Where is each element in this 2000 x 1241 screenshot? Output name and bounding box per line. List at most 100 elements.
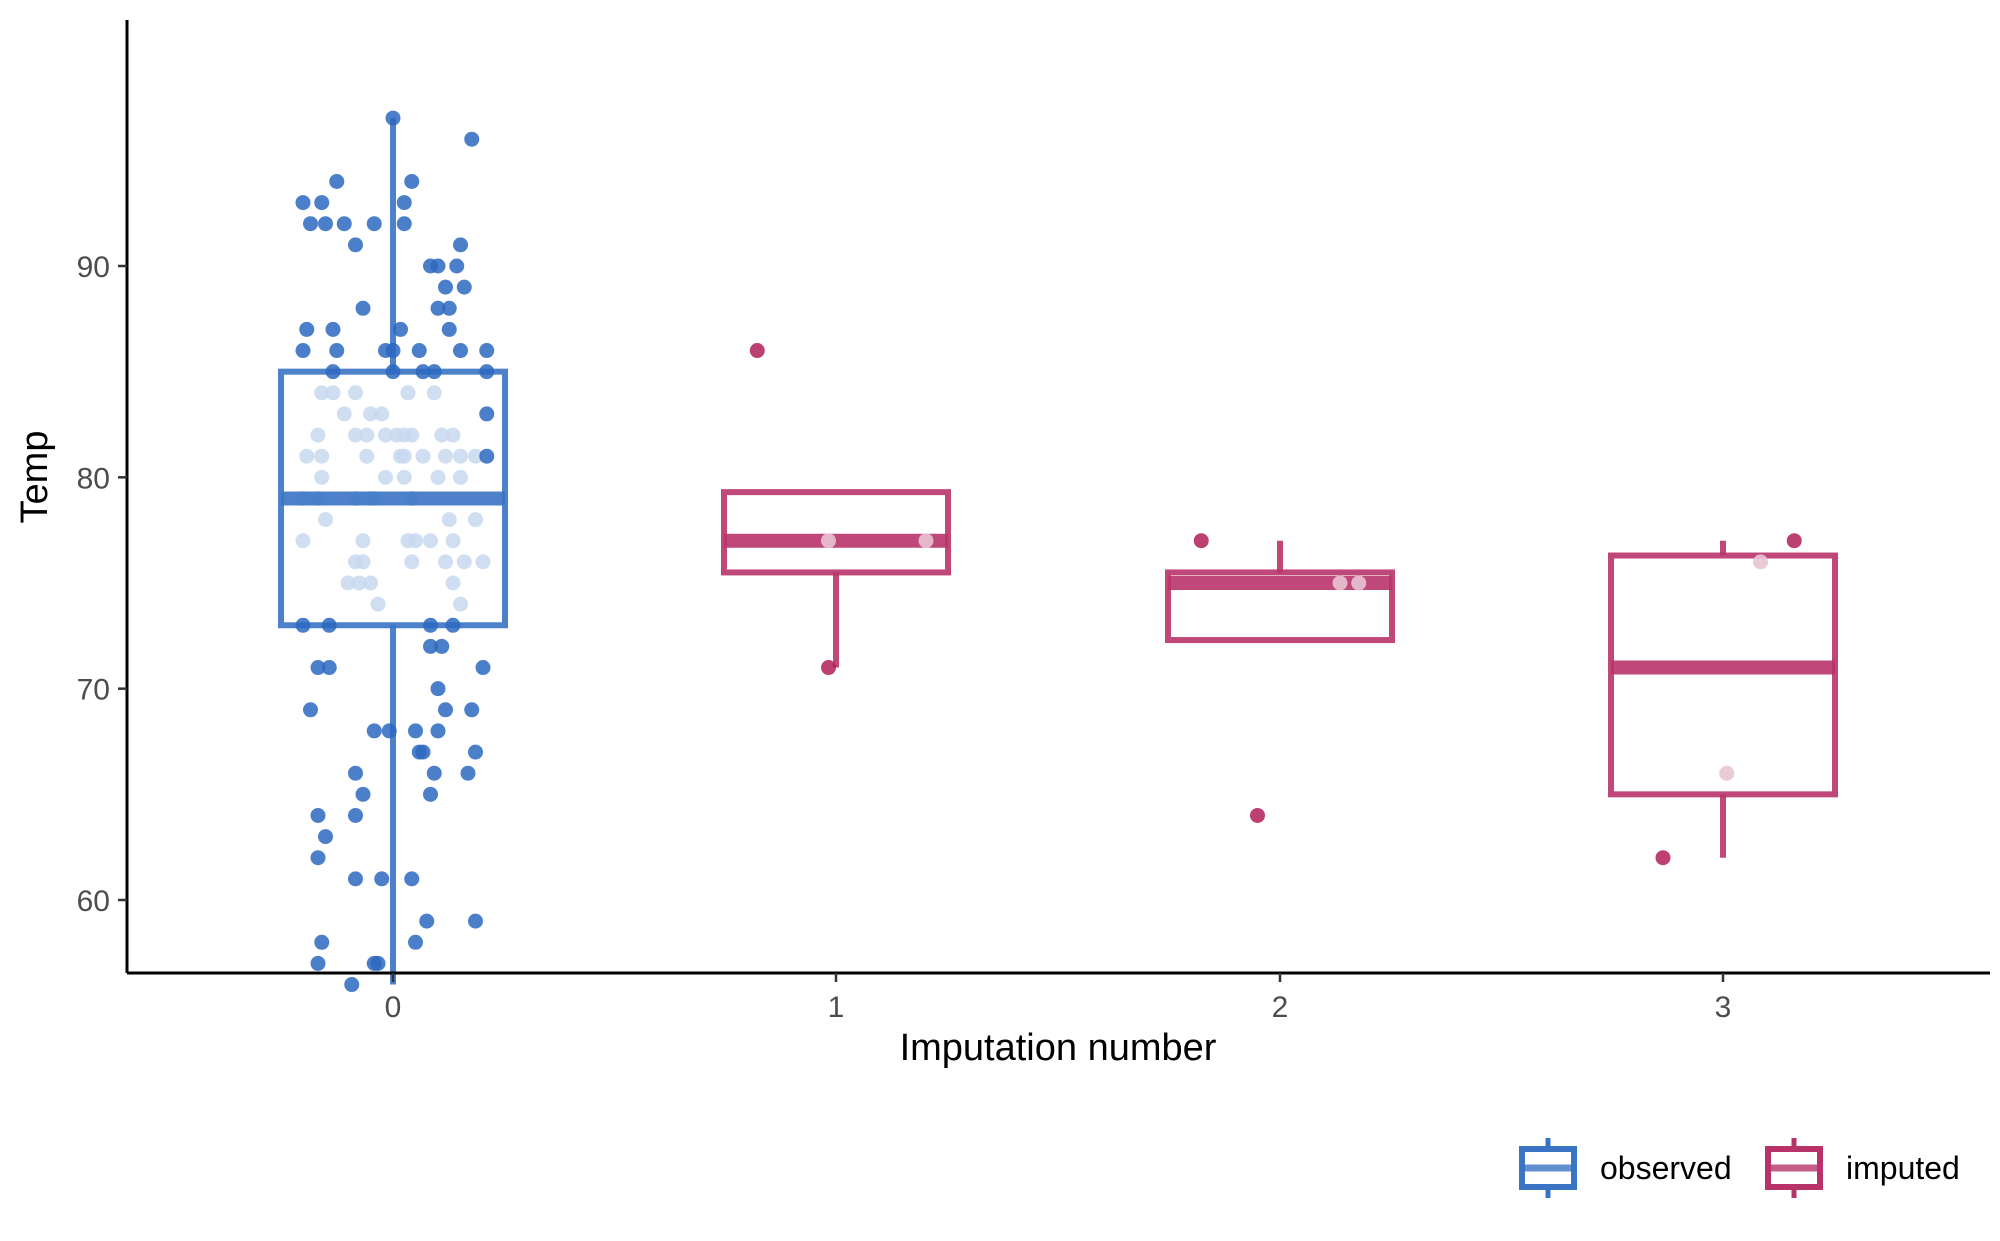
data-point — [381, 723, 397, 739]
data-point-faint — [351, 575, 367, 591]
data-point-faint — [396, 448, 412, 464]
data-point-faint — [318, 512, 333, 528]
data-point-faint — [340, 575, 356, 591]
data-point — [314, 195, 330, 211]
data-point — [449, 258, 465, 274]
data-point — [479, 448, 495, 464]
data-point-faint — [359, 448, 375, 464]
data-point-faint — [310, 427, 326, 443]
data-point-faint — [378, 427, 393, 443]
box-iqr — [721, 489, 951, 576]
data-point — [303, 216, 318, 232]
data-point — [404, 173, 420, 189]
x-tick-label: 1 — [828, 991, 845, 1024]
data-point — [453, 237, 468, 253]
data-point — [415, 364, 431, 380]
data-point-faint — [378, 469, 393, 485]
data-point — [295, 617, 311, 633]
axes-layer: 60 70 80 90 0 1 2 3 — [77, 20, 1990, 1024]
data-point-faint — [336, 406, 352, 422]
data-point — [423, 786, 438, 802]
data-point — [430, 681, 446, 697]
data-point — [1655, 850, 1671, 866]
data-point — [423, 617, 438, 633]
y-axis-label: Temp — [14, 431, 56, 524]
data-point — [336, 216, 352, 232]
data-point — [426, 765, 442, 781]
data-point — [460, 765, 476, 781]
data-point — [355, 786, 371, 802]
data-point — [456, 279, 472, 295]
data-point — [348, 807, 363, 823]
data-point — [438, 279, 453, 295]
data-point — [468, 913, 483, 929]
legend: observed imputed — [1519, 1138, 1960, 1198]
data-point — [479, 364, 495, 380]
data-point — [370, 955, 386, 971]
data-point — [479, 406, 495, 422]
boxplots-layer — [278, 118, 1838, 985]
data-point — [419, 913, 435, 929]
data-point — [423, 638, 438, 654]
data-point — [475, 660, 491, 676]
data-point — [434, 638, 450, 654]
data-point — [430, 300, 446, 316]
data-point — [314, 934, 330, 950]
data-point-faint — [370, 596, 386, 612]
data-point — [749, 343, 765, 359]
data-point — [464, 131, 480, 147]
data-point — [453, 343, 468, 359]
data-point-faint — [438, 554, 453, 570]
data-point — [310, 850, 326, 866]
data-point — [426, 364, 442, 380]
x-tick-label: 2 — [1272, 991, 1289, 1024]
data-point-faint — [348, 427, 363, 443]
data-point — [310, 955, 326, 971]
legend-label: imputed — [1846, 1150, 1960, 1186]
data-point-faint — [325, 385, 341, 401]
data-point-faint — [348, 385, 363, 401]
data-point — [430, 258, 446, 274]
data-point-faint — [453, 596, 468, 612]
data-point — [321, 617, 337, 633]
data-point-faint — [400, 385, 416, 401]
data-point — [438, 702, 453, 718]
y-tick-label: 80 — [77, 462, 110, 495]
data-point — [355, 300, 371, 316]
data-point-faint — [396, 469, 412, 485]
data-point — [445, 617, 461, 633]
data-point-faint — [423, 533, 438, 549]
data-point-faint — [434, 427, 450, 443]
data-point — [404, 871, 420, 887]
data-point-faint — [363, 575, 378, 591]
data-point — [295, 343, 311, 359]
data-point — [411, 343, 427, 359]
data-point — [1786, 533, 1802, 549]
data-point — [329, 173, 345, 189]
data-point — [1250, 807, 1265, 823]
data-point-faint — [408, 533, 423, 549]
data-point-faint — [430, 469, 446, 485]
data-point — [325, 321, 341, 337]
data-point — [430, 723, 446, 739]
data-point-faint — [299, 448, 315, 464]
data-point-faint — [426, 385, 442, 401]
y-tick-label: 90 — [77, 251, 110, 284]
data-point — [1193, 533, 1209, 549]
data-point-faint — [295, 533, 311, 549]
data-point-faint — [404, 427, 420, 443]
y-tick-label: 60 — [77, 885, 110, 918]
data-point — [303, 702, 318, 718]
data-point-faint — [359, 427, 375, 443]
x-tick-label: 0 — [385, 991, 402, 1024]
data-point — [374, 871, 390, 887]
data-point — [1332, 575, 1348, 591]
data-point — [1753, 554, 1768, 570]
data-point — [441, 321, 457, 337]
data-point-faint — [468, 448, 483, 464]
data-point-faint — [355, 554, 371, 570]
boxplot-imputed-3 — [1608, 540, 1838, 858]
data-point-faint — [404, 554, 420, 570]
data-point — [310, 660, 326, 676]
